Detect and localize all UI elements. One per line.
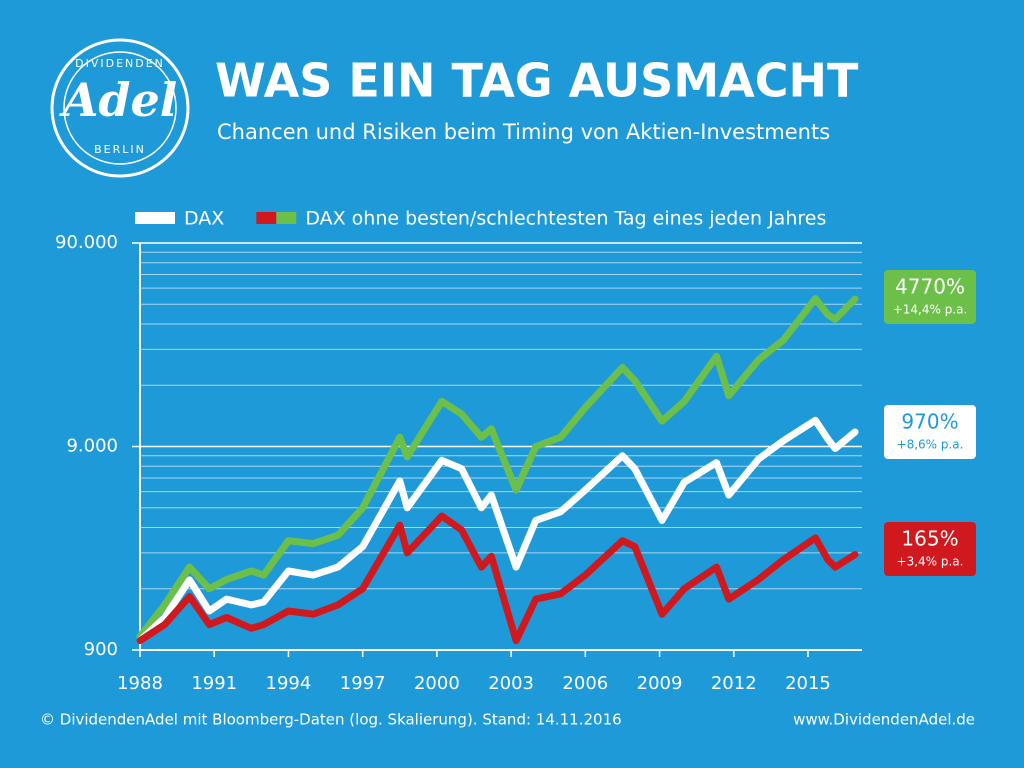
end-label-box [884,405,976,459]
chart-subtitle: Chancen und Risiken beim Timing von Akti… [217,120,830,144]
x-tick-label: 1994 [266,673,312,694]
logo-ring-inner [63,51,177,165]
end-sublabel: +14,4% p.a. [893,303,968,317]
x-tick-label: 2015 [785,673,831,694]
x-tick-label: 2009 [637,673,683,694]
x-tick-label: 1988 [117,673,163,694]
end-sublabel: +8,6% p.a. [897,438,964,452]
legend-swatch [276,212,297,224]
website: www.DividendenAdel.de [793,711,975,729]
x-tick-label: 1997 [340,673,386,694]
end-label: 970% [901,410,958,434]
x-tick-label: 1991 [191,673,237,694]
x-tick-label: 2003 [488,673,534,694]
legend-label: DAX ohne besten/schlechtesten Tag eines … [305,208,826,230]
legend-label: DAX [184,208,224,230]
series-line [136,512,859,645]
y-tick-label: 9.000 [66,436,118,457]
series-line [136,295,859,640]
series-line [136,416,859,645]
chart-title: WAS EIN TAG AUSMACHT [215,54,859,108]
end-label-box [884,522,976,576]
logo-main: Adel [59,73,178,127]
x-tick-label: 2012 [711,673,757,694]
end-sublabel: +3,4% p.a. [897,555,964,569]
end-label: 165% [901,527,958,551]
logo-ring [50,38,190,178]
logo: DIVIDENDEN Adel BERLIN [50,38,190,178]
logo-top: DIVIDENDEN [75,57,165,70]
x-tick-label: 2000 [414,673,460,694]
legend-swatch [256,212,277,224]
end-label: 4770% [895,275,965,299]
y-tick-label: 90.000 [55,232,118,253]
end-label-box [884,270,976,324]
x-tick-label: 2006 [562,673,608,694]
logo-bottom: BERLIN [94,143,146,156]
legend-swatch [135,212,175,224]
y-tick-label: 900 [84,639,118,660]
source: © DividendenAdel mit Bloomberg-Daten (lo… [40,711,622,729]
